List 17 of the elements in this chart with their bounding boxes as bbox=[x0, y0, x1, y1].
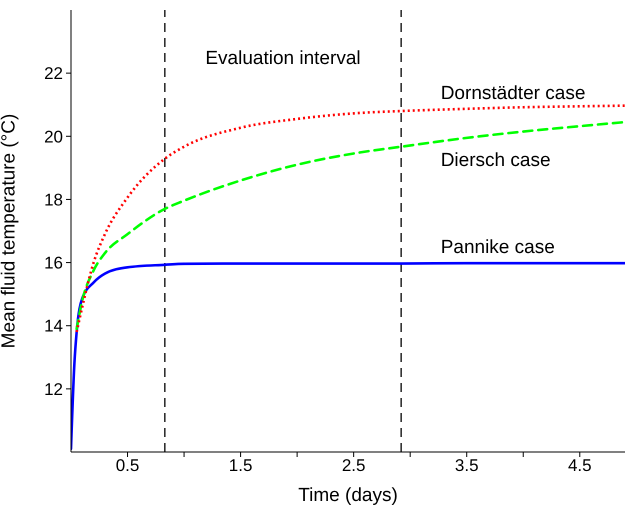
x-tick-label: 3.5 bbox=[454, 456, 479, 476]
annotation: Evaluation interval bbox=[205, 48, 361, 70]
y-tick-label: 22 bbox=[44, 64, 63, 84]
x-tick-label: 1.5 bbox=[228, 456, 252, 476]
y-tick-label: 12 bbox=[44, 380, 63, 399]
y-tick-label: 16 bbox=[44, 254, 63, 273]
y-tick-label: 14 bbox=[44, 316, 63, 336]
y-axis-title: Mean fluid temperature (°C) bbox=[0, 114, 20, 348]
series-label: Dornstädter case bbox=[440, 82, 586, 104]
series-label: Pannike case bbox=[440, 237, 555, 258]
x-tick-label: 2.5 bbox=[342, 456, 366, 476]
series-label: Diersch case bbox=[440, 150, 551, 171]
x-axis-title: Time (days) bbox=[298, 485, 398, 506]
x-tick-label: 0.5 bbox=[116, 456, 140, 476]
y-tick-label: 20 bbox=[44, 127, 63, 146]
y-tick-label: 18 bbox=[44, 190, 63, 210]
x-tick-label: 4.5 bbox=[568, 456, 592, 476]
